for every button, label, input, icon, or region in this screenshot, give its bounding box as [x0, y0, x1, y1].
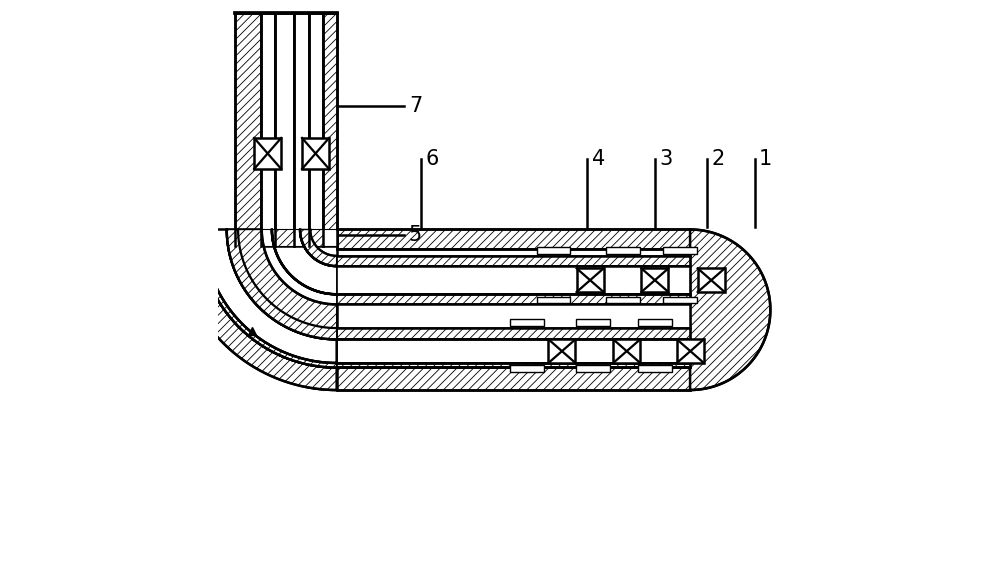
Text: 6: 6	[426, 149, 439, 169]
Polygon shape	[199, 229, 337, 367]
Bar	[606, 247, 640, 254]
Bar	[663, 247, 697, 254]
Bar	[613, 340, 640, 363]
Bar	[302, 138, 329, 169]
Bar	[548, 340, 575, 363]
Bar	[537, 297, 570, 303]
Polygon shape	[309, 12, 323, 246]
Polygon shape	[235, 229, 261, 246]
Bar	[254, 138, 281, 169]
Polygon shape	[690, 229, 770, 390]
Bar	[638, 319, 672, 326]
Polygon shape	[337, 249, 690, 367]
Bar	[510, 319, 544, 326]
Polygon shape	[337, 328, 690, 340]
Bar	[576, 365, 610, 372]
Polygon shape	[301, 229, 337, 265]
Polygon shape	[275, 229, 294, 246]
Bar	[577, 268, 604, 292]
Text: 4: 4	[592, 149, 605, 169]
Polygon shape	[337, 229, 690, 249]
Polygon shape	[272, 229, 337, 294]
Text: 3: 3	[659, 149, 673, 169]
Text: 1: 1	[759, 149, 772, 169]
Bar	[677, 340, 704, 363]
Polygon shape	[300, 229, 337, 266]
Polygon shape	[198, 229, 337, 368]
Text: 5: 5	[409, 225, 422, 245]
Polygon shape	[235, 12, 261, 246]
Text: 2: 2	[712, 149, 725, 169]
Polygon shape	[309, 229, 323, 246]
Polygon shape	[203, 229, 337, 363]
Polygon shape	[218, 1, 782, 565]
Polygon shape	[294, 229, 309, 246]
Polygon shape	[337, 363, 690, 367]
Polygon shape	[294, 12, 309, 246]
Polygon shape	[226, 229, 337, 340]
Polygon shape	[193, 246, 337, 390]
Polygon shape	[323, 229, 337, 246]
Bar	[641, 268, 668, 292]
Bar	[576, 319, 610, 326]
Bar	[606, 297, 640, 303]
Polygon shape	[323, 12, 337, 246]
Bar	[510, 365, 544, 372]
Bar	[537, 247, 570, 254]
Polygon shape	[227, 229, 337, 340]
Polygon shape	[275, 12, 294, 246]
Polygon shape	[337, 340, 690, 363]
Polygon shape	[337, 367, 690, 390]
Polygon shape	[176, 229, 337, 390]
Polygon shape	[337, 266, 690, 294]
Bar	[638, 365, 672, 372]
Bar	[663, 297, 697, 303]
Polygon shape	[261, 12, 275, 246]
Bar	[698, 268, 725, 292]
Text: 7: 7	[409, 96, 422, 115]
Polygon shape	[337, 256, 690, 266]
Polygon shape	[337, 294, 690, 305]
Polygon shape	[261, 229, 275, 246]
